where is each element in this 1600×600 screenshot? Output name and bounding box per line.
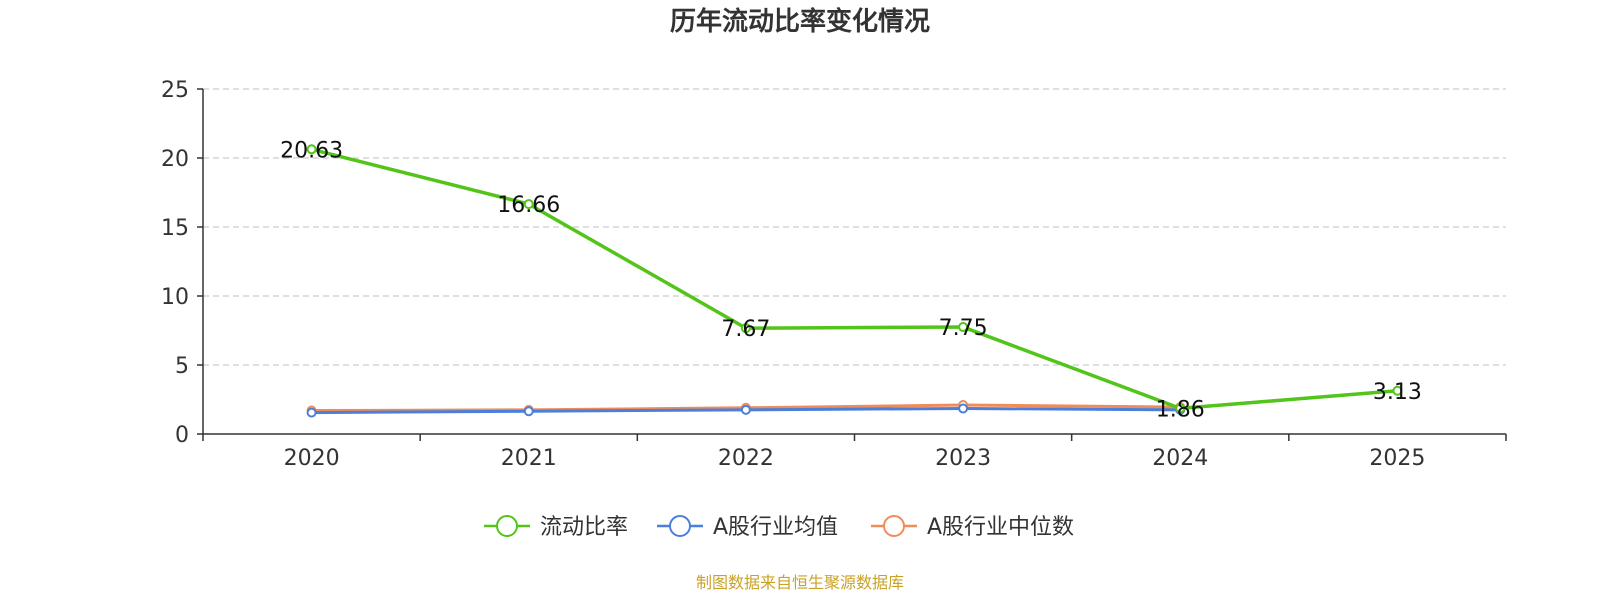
data-point xyxy=(958,403,969,414)
y-tick-label: 5 xyxy=(175,354,189,379)
data-point xyxy=(740,323,751,334)
data-point xyxy=(1175,403,1186,414)
legend-label: A股行业中位数 xyxy=(927,515,1074,540)
source-note: 制图数据来自恒生聚源数据库 xyxy=(696,573,904,592)
legend-item-0: 流动比率 xyxy=(484,515,628,540)
legend-label: 流动比率 xyxy=(540,515,628,540)
x-tick-label: 2021 xyxy=(501,446,557,471)
data-label: 7.75 xyxy=(939,316,988,341)
series-1 xyxy=(306,403,1186,418)
grid-lines xyxy=(203,88,1506,366)
x-tick-label: 2023 xyxy=(935,446,991,471)
legend-marker-icon xyxy=(883,515,905,537)
chart-title: 历年流动比率变化情况 xyxy=(670,6,930,37)
y-tick-label: 25 xyxy=(161,78,189,103)
data-label: 7.67 xyxy=(721,317,770,342)
data-label: 3.13 xyxy=(1373,380,1422,405)
y-tick-label: 10 xyxy=(161,285,189,310)
x-tick-label: 2022 xyxy=(718,446,774,471)
y-tick-label: 15 xyxy=(161,216,189,241)
series-layer xyxy=(306,144,1403,418)
data-label: 16.66 xyxy=(497,193,560,218)
legend-item-2: A股行业中位数 xyxy=(871,515,1074,540)
x-tick-label: 2020 xyxy=(284,446,340,471)
x-tick-label: 2024 xyxy=(1152,446,1208,471)
data-point xyxy=(306,144,317,155)
data-point xyxy=(523,406,534,417)
data-label: 20.63 xyxy=(280,138,343,163)
x-tick-label: 2025 xyxy=(1369,446,1425,471)
data-point xyxy=(740,404,751,415)
legend-label: A股行业均值 xyxy=(713,515,838,540)
legend: 流动比率 A股行业均值 A股行业中位数 xyxy=(484,515,1074,540)
series-line xyxy=(311,147,1398,411)
data-point xyxy=(1392,385,1403,396)
legend-item-1: A股行业均值 xyxy=(657,515,838,540)
legend-marker-icon xyxy=(669,515,691,537)
y-tick-label: 0 xyxy=(175,423,189,448)
data-label: 1.86 xyxy=(1156,397,1205,422)
series-0 xyxy=(306,144,1403,414)
data-labels: 20.63 16.66 7.67 7.75 1.86 3.13 xyxy=(280,138,1422,422)
legend-marker-icon xyxy=(496,515,518,537)
data-point xyxy=(523,199,534,210)
y-tick-label: 20 xyxy=(161,147,189,172)
data-point xyxy=(306,407,317,418)
data-point xyxy=(958,322,969,333)
